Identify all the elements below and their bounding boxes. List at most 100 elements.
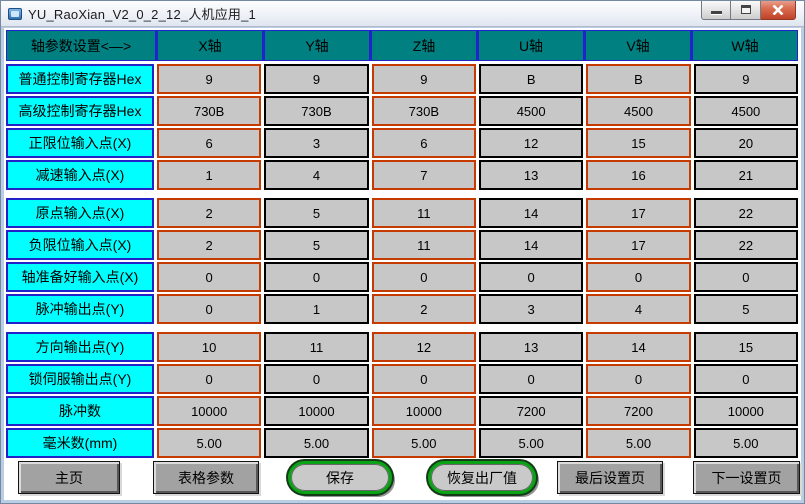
value-cell[interactable]: B	[586, 64, 691, 94]
value-cell[interactable]: 12	[371, 332, 476, 362]
value-cell[interactable]: 10000	[693, 396, 798, 426]
value-cell[interactable]: 21	[693, 160, 798, 190]
value-cell[interactable]: 5.00	[586, 428, 691, 458]
row-label: 原点输入点(X)	[6, 198, 154, 228]
value-cell[interactable]: 9	[693, 64, 798, 94]
value-cell[interactable]: 5.00	[479, 428, 584, 458]
value-cell[interactable]: 0	[371, 262, 476, 292]
save-button[interactable]: 保存	[288, 461, 392, 494]
value-cell[interactable]: 13	[479, 332, 584, 362]
value-cell[interactable]: 22	[693, 230, 798, 260]
value-cell[interactable]: 10000	[157, 396, 262, 426]
value-cell[interactable]: 1	[264, 294, 369, 324]
last-settings-page-button[interactable]: 最后设置页	[557, 461, 663, 494]
header-w-axis: W轴	[693, 31, 797, 60]
value-cell[interactable]: 4	[264, 160, 369, 190]
value-cell[interactable]: 5	[264, 230, 369, 260]
value-cell[interactable]: 0	[157, 364, 262, 394]
value-cell[interactable]: 13	[479, 160, 584, 190]
value-cell[interactable]: 5	[693, 294, 798, 324]
value-cell[interactable]: 22	[693, 198, 798, 228]
header-y-axis: Y轴	[265, 31, 369, 60]
value-cell[interactable]: 14	[479, 230, 584, 260]
row-label: 普通控制寄存器Hex	[6, 64, 154, 94]
value-cell[interactable]: 4	[586, 294, 691, 324]
close-button[interactable]	[761, 1, 796, 20]
value-cell[interactable]: 0	[157, 262, 262, 292]
value-cell[interactable]: 11	[371, 198, 476, 228]
row-label: 正限位输入点(X)	[6, 128, 154, 158]
value-cell[interactable]: 0	[157, 294, 262, 324]
value-cell[interactable]: 6	[371, 128, 476, 158]
table-row: 脉冲数 10000 10000 10000 7200 7200 10000	[6, 396, 798, 426]
value-cell[interactable]: 730B	[157, 96, 262, 126]
value-cell[interactable]: 17	[586, 230, 691, 260]
value-cell[interactable]: B	[479, 64, 584, 94]
value-cell[interactable]: 730B	[371, 96, 476, 126]
value-cell[interactable]: 1	[157, 160, 262, 190]
value-cell[interactable]: 2	[371, 294, 476, 324]
table-row: 原点输入点(X) 2 5 11 14 17 22	[6, 198, 798, 228]
value-cell[interactable]: 9	[157, 64, 262, 94]
value-cell[interactable]: 15	[693, 332, 798, 362]
value-cell[interactable]: 20	[693, 128, 798, 158]
value-cell[interactable]: 5.00	[264, 428, 369, 458]
value-cell[interactable]: 0	[479, 262, 584, 292]
minimize-icon	[710, 11, 722, 14]
header-z-axis: Z轴	[372, 31, 476, 60]
table-params-button[interactable]: 表格参数	[153, 461, 259, 494]
row-label: 轴准备好输入点(X)	[6, 262, 154, 292]
value-cell[interactable]: 5.00	[371, 428, 476, 458]
value-cell[interactable]: 2	[157, 230, 262, 260]
home-button[interactable]: 主页	[18, 461, 120, 494]
table-row: 普通控制寄存器Hex 9 9 9 B B 9	[6, 64, 798, 94]
value-cell[interactable]: 4500	[479, 96, 584, 126]
value-cell[interactable]: 3	[264, 128, 369, 158]
value-cell[interactable]: 7200	[479, 396, 584, 426]
restore-factory-button[interactable]: 恢复出厂值	[428, 461, 536, 494]
row-label: 锁伺服输出点(Y)	[6, 364, 154, 394]
value-cell[interactable]: 6	[157, 128, 262, 158]
value-cell[interactable]: 0	[693, 262, 798, 292]
value-cell[interactable]: 0	[371, 364, 476, 394]
value-cell[interactable]: 4500	[586, 96, 691, 126]
value-cell[interactable]: 14	[586, 332, 691, 362]
value-cell[interactable]: 0	[479, 364, 584, 394]
value-cell[interactable]: 7	[371, 160, 476, 190]
value-cell[interactable]: 15	[586, 128, 691, 158]
table-row: 锁伺服输出点(Y) 0 0 0 0 0 0	[6, 364, 798, 394]
value-cell[interactable]: 11	[371, 230, 476, 260]
value-cell[interactable]: 7200	[586, 396, 691, 426]
value-cell[interactable]: 730B	[264, 96, 369, 126]
value-cell[interactable]: 17	[586, 198, 691, 228]
value-cell[interactable]: 5.00	[157, 428, 262, 458]
minimize-button[interactable]	[701, 1, 731, 20]
value-cell[interactable]: 10000	[371, 396, 476, 426]
value-cell[interactable]: 5.00	[693, 428, 798, 458]
value-cell[interactable]: 10	[157, 332, 262, 362]
value-cell[interactable]: 2	[157, 198, 262, 228]
value-cell[interactable]: 4500	[693, 96, 798, 126]
value-cell[interactable]: 0	[264, 262, 369, 292]
value-cell[interactable]: 3	[479, 294, 584, 324]
maximize-button[interactable]	[731, 1, 761, 20]
header-axis-params-toggle[interactable]: 轴参数设置<—>	[7, 31, 155, 60]
row-label: 减速输入点(X)	[6, 160, 154, 190]
value-cell[interactable]: 14	[479, 198, 584, 228]
title-bar: YU_RaoXian_V2_0_2_12_人机应用_1	[1, 1, 804, 27]
value-cell[interactable]: 5	[264, 198, 369, 228]
value-cell[interactable]: 10000	[264, 396, 369, 426]
value-cell[interactable]: 0	[586, 364, 691, 394]
value-cell[interactable]: 0	[693, 364, 798, 394]
next-settings-page-button[interactable]: 下一设置页	[693, 461, 800, 494]
value-cell[interactable]: 12	[479, 128, 584, 158]
row-label: 方向输出点(Y)	[6, 332, 154, 362]
value-cell[interactable]: 9	[371, 64, 476, 94]
value-cell[interactable]: 0	[586, 262, 691, 292]
value-cell[interactable]: 16	[586, 160, 691, 190]
value-cell[interactable]: 0	[264, 364, 369, 394]
row-label: 高级控制寄存器Hex	[6, 96, 154, 126]
value-cell[interactable]: 11	[264, 332, 369, 362]
value-cell[interactable]: 9	[264, 64, 369, 94]
